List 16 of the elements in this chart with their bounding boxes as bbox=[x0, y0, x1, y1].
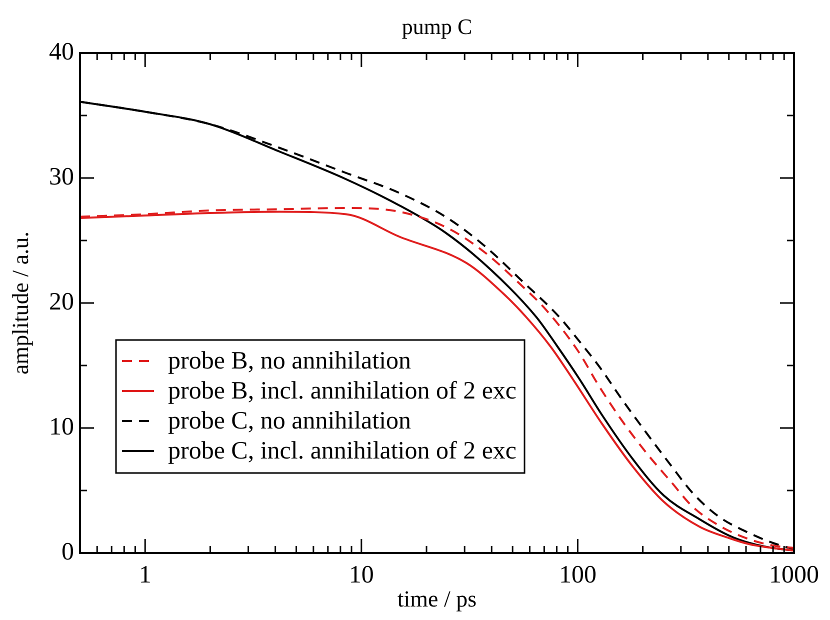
y-axis-title: amplitude / a.u. bbox=[8, 231, 34, 375]
y-tick-label: 10 bbox=[49, 414, 74, 441]
y-tick-label: 20 bbox=[49, 288, 74, 316]
legend-label: probe C, no annihilation bbox=[168, 408, 412, 435]
y-tick-label: 0 bbox=[62, 538, 74, 566]
x-tick-label: 10 bbox=[348, 562, 374, 589]
chart-title: pump C bbox=[402, 14, 472, 39]
legend-label: probe B, no annihilation bbox=[168, 348, 412, 375]
legend-label: probe C, incl. annihilation of 2 exc bbox=[168, 438, 517, 465]
y-tick-label: 30 bbox=[49, 164, 74, 191]
x-tick-label: 1 bbox=[138, 562, 152, 589]
y-tick-label: 40 bbox=[49, 38, 74, 66]
x-axis-title: time / ps bbox=[397, 586, 477, 612]
x-tick-label: 100 bbox=[558, 562, 596, 589]
legend-label: probe B, incl. annihilation of 2 exc bbox=[168, 378, 517, 405]
x-tick-label: 1000 bbox=[769, 562, 819, 589]
